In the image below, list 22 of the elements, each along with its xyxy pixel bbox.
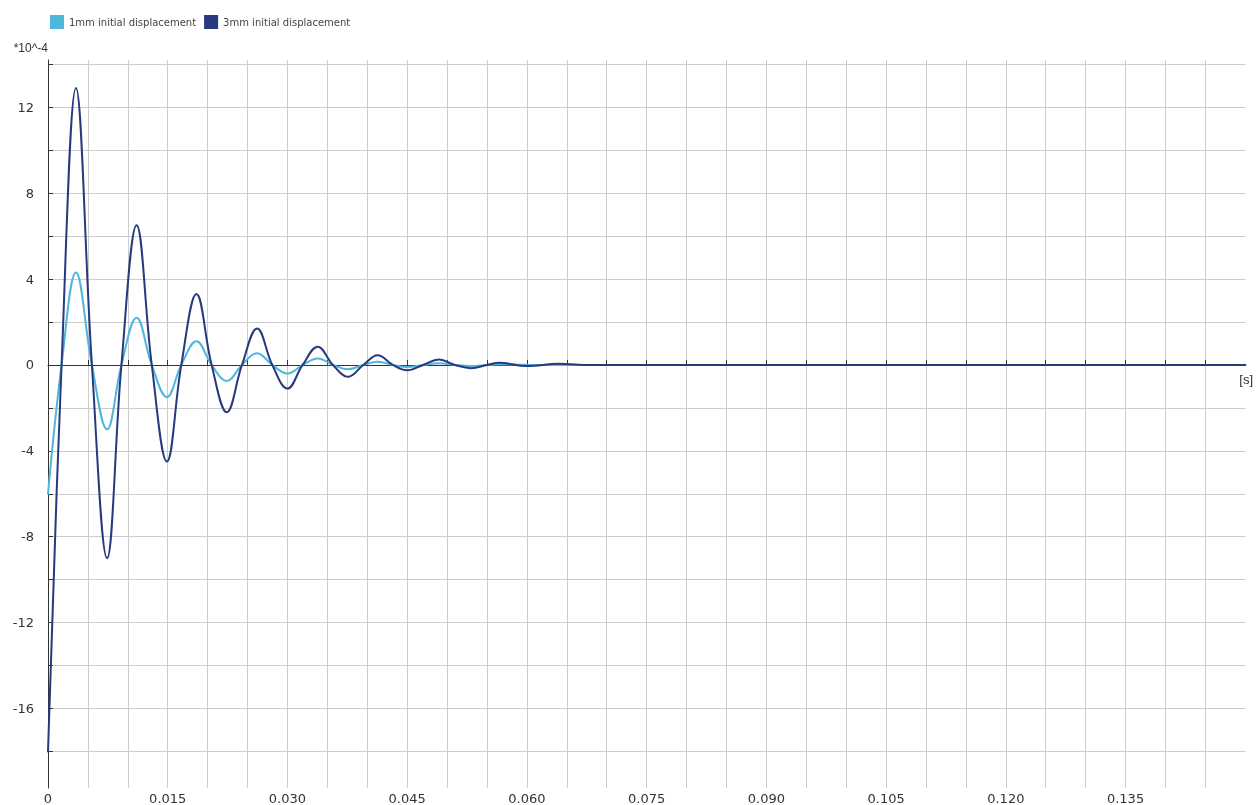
x-tick-label: 0.090: [747, 791, 785, 805]
legend-label: 1mm initial displacement: [69, 16, 197, 28]
y-axis-title: *10^-4: [13, 41, 49, 55]
x-tick-label: 0.135: [1106, 791, 1145, 805]
x-tick-label: 0.045: [388, 791, 426, 805]
x-tick-label: 0.060: [508, 791, 546, 805]
y-tick-label: -16: [12, 701, 34, 717]
x-tick-label: 0.120: [987, 791, 1025, 805]
x-axis-title: [s]: [1239, 371, 1254, 387]
legend-label: 3mm initial displacement: [223, 16, 351, 28]
x-tick-label: 0.030: [268, 791, 307, 805]
y-tick-label: 0: [25, 357, 34, 373]
x-tick-label: 0: [43, 791, 53, 805]
y-tick-label: -8: [21, 529, 34, 545]
y-tick-label: -4: [21, 443, 34, 459]
y-tick-label: 12: [17, 99, 34, 115]
x-tick-label: 0.075: [628, 791, 666, 805]
x-tick-label: 0.015: [149, 791, 187, 805]
y-tick-label: -12: [12, 615, 34, 631]
y-tick-label: 8: [25, 185, 34, 201]
y-tick-label: 4: [25, 271, 34, 287]
x-tick-label: 0.105: [867, 791, 905, 805]
